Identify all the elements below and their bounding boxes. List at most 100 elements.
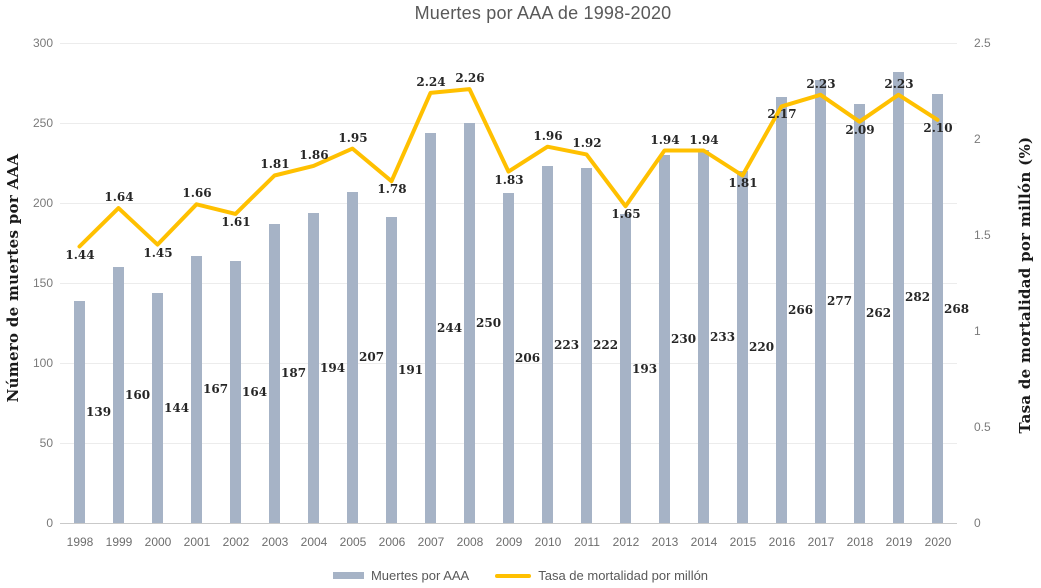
bar (659, 155, 670, 523)
bar-value-label: 167 (203, 382, 229, 396)
legend-item-rate: Tasa de mortalidad por millón (495, 568, 708, 583)
bar (425, 133, 436, 523)
bar (893, 72, 904, 523)
chart-title: Muertes por AAA de 1998-2020 (414, 3, 672, 23)
bar-value-label: 191 (398, 363, 424, 377)
x-tick-label: 1998 (66, 535, 94, 549)
y-left-tick-label: 50 (39, 436, 53, 450)
x-tick-label: 1999 (105, 535, 133, 549)
legend-label-rate: Tasa de mortalidad por millón (538, 568, 709, 583)
x-tick-label: 2000 (144, 535, 172, 549)
line-point-label: 2.24 (416, 75, 446, 89)
line-point-label: 1.78 (377, 182, 407, 196)
bar-value-label: 250 (476, 316, 502, 330)
x-tick-label: 2020 (924, 535, 952, 549)
mortality-line (77, 87, 940, 249)
bar (698, 150, 709, 523)
x-tick-label: 2016 (768, 535, 796, 549)
x-tick-label: 2002 (222, 535, 250, 549)
x-tick-label: 2010 (534, 535, 562, 549)
bar (854, 104, 865, 523)
bar-value-label: 194 (320, 361, 346, 375)
x-tick-label: 2012 (612, 535, 640, 549)
x-tick-label: 2013 (651, 535, 679, 549)
bar (464, 123, 475, 523)
bar-value-label: 139 (86, 405, 112, 419)
y-left-tick-label: 0 (46, 516, 53, 530)
bar-value-label: 230 (671, 332, 697, 346)
x-tick-label: 2011 (574, 535, 600, 549)
bar (230, 261, 241, 523)
x-tick-label: 2009 (495, 535, 523, 549)
bar (932, 94, 943, 523)
bar (503, 193, 514, 523)
y-left-tick-label: 200 (32, 196, 53, 210)
x-tick-label: 2007 (417, 535, 445, 549)
bar-value-label: 220 (749, 340, 775, 354)
bar-value-label: 282 (905, 290, 931, 304)
gridline (60, 123, 957, 124)
bar-value-label: 233 (710, 330, 736, 344)
bar-value-label: 268 (944, 302, 970, 316)
bar (581, 168, 592, 523)
line-point-label: 1.66 (182, 186, 212, 200)
x-tick-label: 2014 (690, 535, 718, 549)
bar-value-label: 206 (515, 351, 541, 365)
bar-value-label: 222 (593, 338, 619, 352)
line-point-label: 1.44 (65, 248, 95, 262)
bar (308, 213, 319, 523)
line-point-label: 1.81 (260, 157, 290, 171)
line-point-label: 1.81 (728, 176, 758, 190)
x-tick-label: 2015 (729, 535, 757, 549)
bar (269, 224, 280, 523)
line-point-label: 2.26 (455, 71, 485, 85)
bar-value-label: 266 (788, 303, 814, 317)
x-tick-label: 2004 (300, 535, 328, 549)
bar (347, 192, 358, 523)
line-point-label: 1.45 (143, 246, 173, 260)
y-left-tick-label: 250 (32, 116, 53, 130)
x-tick-label: 2019 (885, 535, 913, 549)
bar-value-label: 262 (866, 306, 892, 320)
line-swatch-icon (495, 573, 532, 578)
bar-value-label: 244 (437, 321, 463, 335)
line-point-label: 1.94 (689, 133, 719, 147)
x-tick-label: 2005 (339, 535, 367, 549)
line-point-label: 1.96 (533, 129, 563, 143)
line-point-label: 1.92 (572, 136, 602, 150)
line-point-label: 1.64 (104, 190, 134, 204)
legend-label-deaths: Muertes por AAA (370, 568, 470, 583)
line-point-label: 2.23 (884, 77, 914, 91)
line-point-label: 1.94 (650, 133, 680, 147)
line-point-label: 1.83 (494, 173, 524, 187)
y-right-tick-label: 1 (974, 324, 981, 338)
x-tick-label: 2018 (846, 535, 874, 549)
bar-value-label: 160 (125, 388, 151, 402)
x-tick-label: 2003 (261, 535, 289, 549)
y-right-tick-label: 1.5 (974, 228, 991, 242)
bar-swatch-icon (332, 572, 364, 579)
line-point-label: 2.10 (923, 121, 953, 135)
legend: Muertes por AAA Tasa de mortalidad por m… (0, 568, 1041, 583)
line-point-label: 1.65 (611, 207, 641, 221)
bar-value-label: 193 (632, 362, 658, 376)
bar (386, 217, 397, 523)
bar (74, 301, 85, 523)
x-tick-label: 2006 (378, 535, 406, 549)
x-tick-label: 2017 (807, 535, 835, 549)
line-point-label: 2.17 (767, 107, 797, 121)
bar-value-label: 207 (359, 350, 385, 364)
y-right-tick-label: 2.5 (974, 36, 991, 50)
bar-value-label: 187 (281, 366, 307, 380)
y-left-tick-label: 100 (32, 356, 53, 370)
line-point-label: 1.86 (299, 148, 329, 162)
y-right-tick-label: 0.5 (974, 420, 991, 434)
bar-value-label: 223 (554, 338, 580, 352)
y-left-tick-label: 150 (32, 276, 53, 290)
y-left-tick-label: 300 (32, 36, 53, 50)
bar (113, 267, 124, 523)
x-axis-line (60, 523, 957, 524)
bar-value-label: 144 (164, 401, 190, 415)
